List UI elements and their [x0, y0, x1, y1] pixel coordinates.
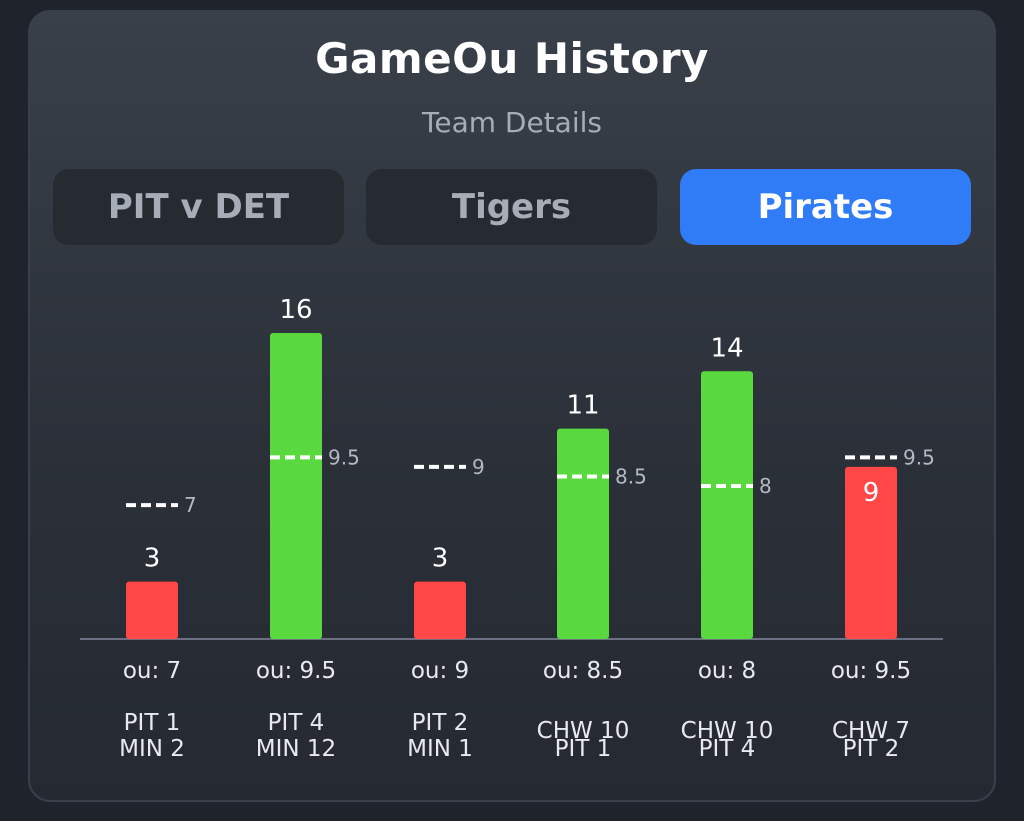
ou-axis-label: ou: 9: [411, 658, 469, 684]
ou-axis-label: ou: 8.5: [543, 658, 623, 684]
ou-axis-label: ou: 9.5: [256, 658, 336, 684]
bar: [701, 371, 753, 639]
bar: [557, 428, 609, 639]
bar-value-label: 3: [144, 544, 161, 574]
tab-tigers[interactable]: Tigers: [366, 169, 657, 245]
ou-axis-label: ou: 7: [123, 658, 181, 684]
ou-line-value: 9.5: [903, 445, 935, 469]
game-team-line-1: PIT 4: [268, 710, 325, 736]
bar: [845, 466, 897, 639]
chart-card: [28, 10, 996, 802]
tab-pirates[interactable]: Pirates: [680, 169, 971, 245]
game-team-line-1: PIT 1: [124, 710, 181, 736]
ou-axis-label: ou: 9.5: [831, 658, 911, 684]
bar-value-label: 9: [863, 478, 880, 508]
bar: [126, 581, 178, 639]
tab-matchup[interactable]: PIT v DET: [53, 169, 344, 245]
game-team-line-2: MIN 1: [407, 736, 473, 762]
bar: [270, 333, 322, 639]
game-team-line-1: PIT 2: [412, 710, 469, 736]
game-team-line-1: CHW 10: [537, 718, 630, 744]
ou-line-value: 7: [184, 493, 197, 517]
bar-value-label: 14: [710, 333, 743, 363]
chart-subtitle: Team Details: [422, 106, 602, 139]
game-team-line-1: CHW 7: [832, 718, 910, 744]
ou-axis-label: ou: 8: [698, 658, 756, 684]
bar-value-label: 16: [279, 295, 312, 325]
bar-value-label: 3: [432, 544, 449, 574]
bar-value-label: 11: [566, 391, 599, 421]
game-team-line-2: PIT 2: [843, 736, 900, 762]
ou-line-value: 9.5: [328, 445, 360, 469]
game-team-line-2: PIT 1: [555, 736, 612, 762]
game-team-line-2: PIT 4: [699, 736, 756, 762]
game-team-line-2: MIN 2: [119, 736, 185, 762]
ou-line-value: 8.5: [615, 464, 647, 488]
game-team-line-1: CHW 10: [681, 718, 774, 744]
ou-line-value: 9: [472, 455, 485, 479]
game-team-line-2: MIN 12: [256, 736, 336, 762]
bar: [414, 581, 466, 639]
chart-title: GameOu History: [315, 34, 709, 83]
ou-line-value: 8: [759, 474, 772, 498]
